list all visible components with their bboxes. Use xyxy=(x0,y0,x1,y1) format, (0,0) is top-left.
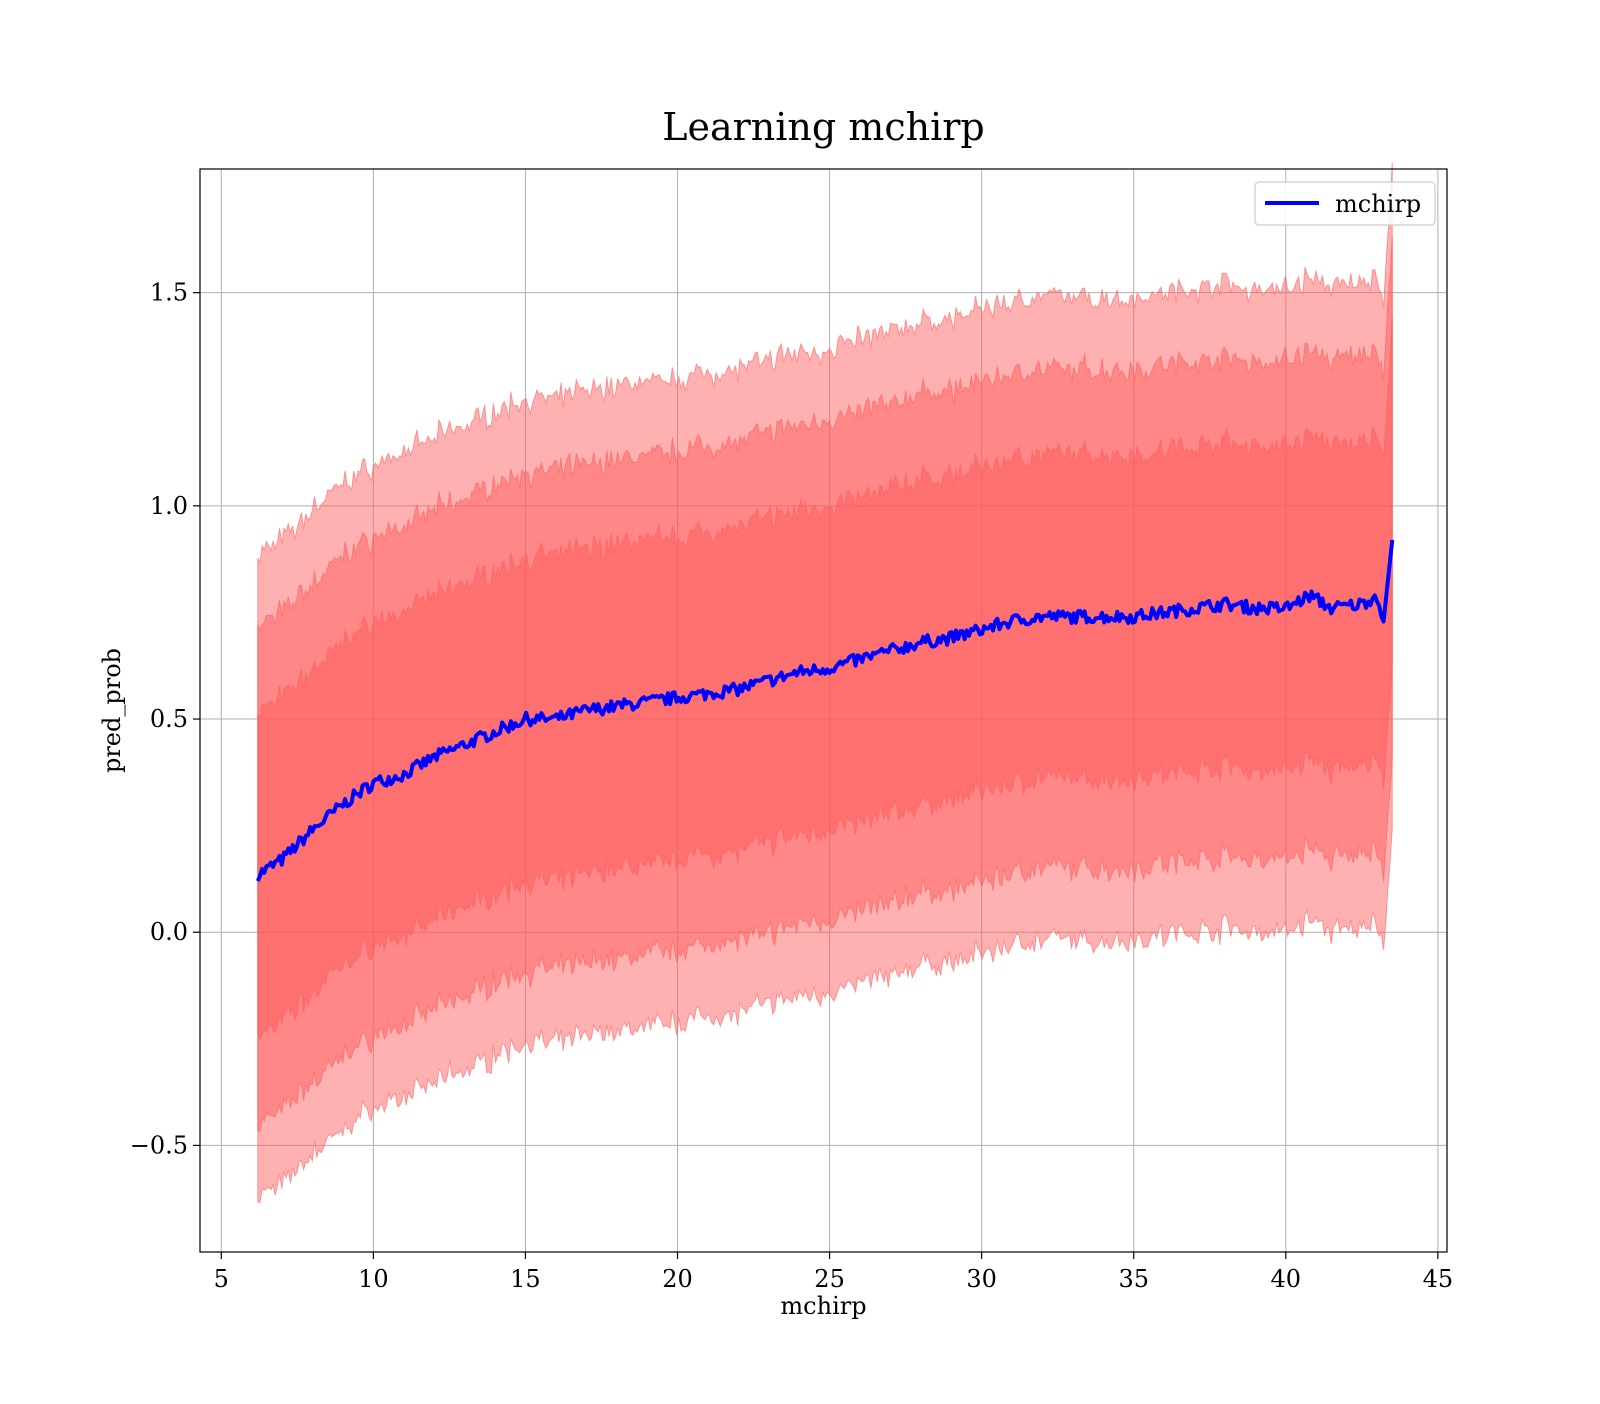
x-tick-label: 30 xyxy=(966,1265,997,1293)
y-tick-label: 0.0 xyxy=(150,918,188,946)
x-tick-label: 5 xyxy=(214,1265,229,1293)
legend-box xyxy=(1254,181,1436,226)
y-tick-label: −0.5 xyxy=(130,1131,188,1159)
legend-entry-mchirp: mchirp xyxy=(1335,190,1421,218)
confidence-band-3sigma xyxy=(257,162,1393,1204)
series-line-mchirp xyxy=(255,539,1395,882)
x-tick-label: 10 xyxy=(358,1265,389,1293)
chart-title: Learning mchirp xyxy=(662,105,984,149)
x-tick-label: 15 xyxy=(510,1265,541,1293)
line-layer xyxy=(255,539,1395,882)
x-tick-label: 45 xyxy=(1423,1265,1454,1293)
y-tick-label: 0.5 xyxy=(150,705,188,733)
y-tick-label: 1.0 xyxy=(150,492,188,520)
x-tick-label: 40 xyxy=(1271,1265,1302,1293)
x-tick-label: 25 xyxy=(814,1265,845,1293)
x-tick-label: 35 xyxy=(1118,1265,1149,1293)
band-layer xyxy=(257,162,1393,1204)
legend: mchirp xyxy=(1254,181,1436,226)
confidence-band-1sigma xyxy=(257,316,1393,1040)
y-axis-label: pred_prob xyxy=(98,648,126,773)
x-axis-label: mchirp xyxy=(780,1292,866,1320)
plot-frame xyxy=(199,168,1448,1253)
y-tick-label: 1.5 xyxy=(150,279,188,307)
x-axis-ticks: 5 10 15 20 25 30 35 40 45 xyxy=(214,1252,1453,1293)
x-tick-label: 20 xyxy=(662,1265,693,1293)
y-axis-ticks: −0.5 0.0 0.5 1.0 1.5 xyxy=(130,279,200,1159)
